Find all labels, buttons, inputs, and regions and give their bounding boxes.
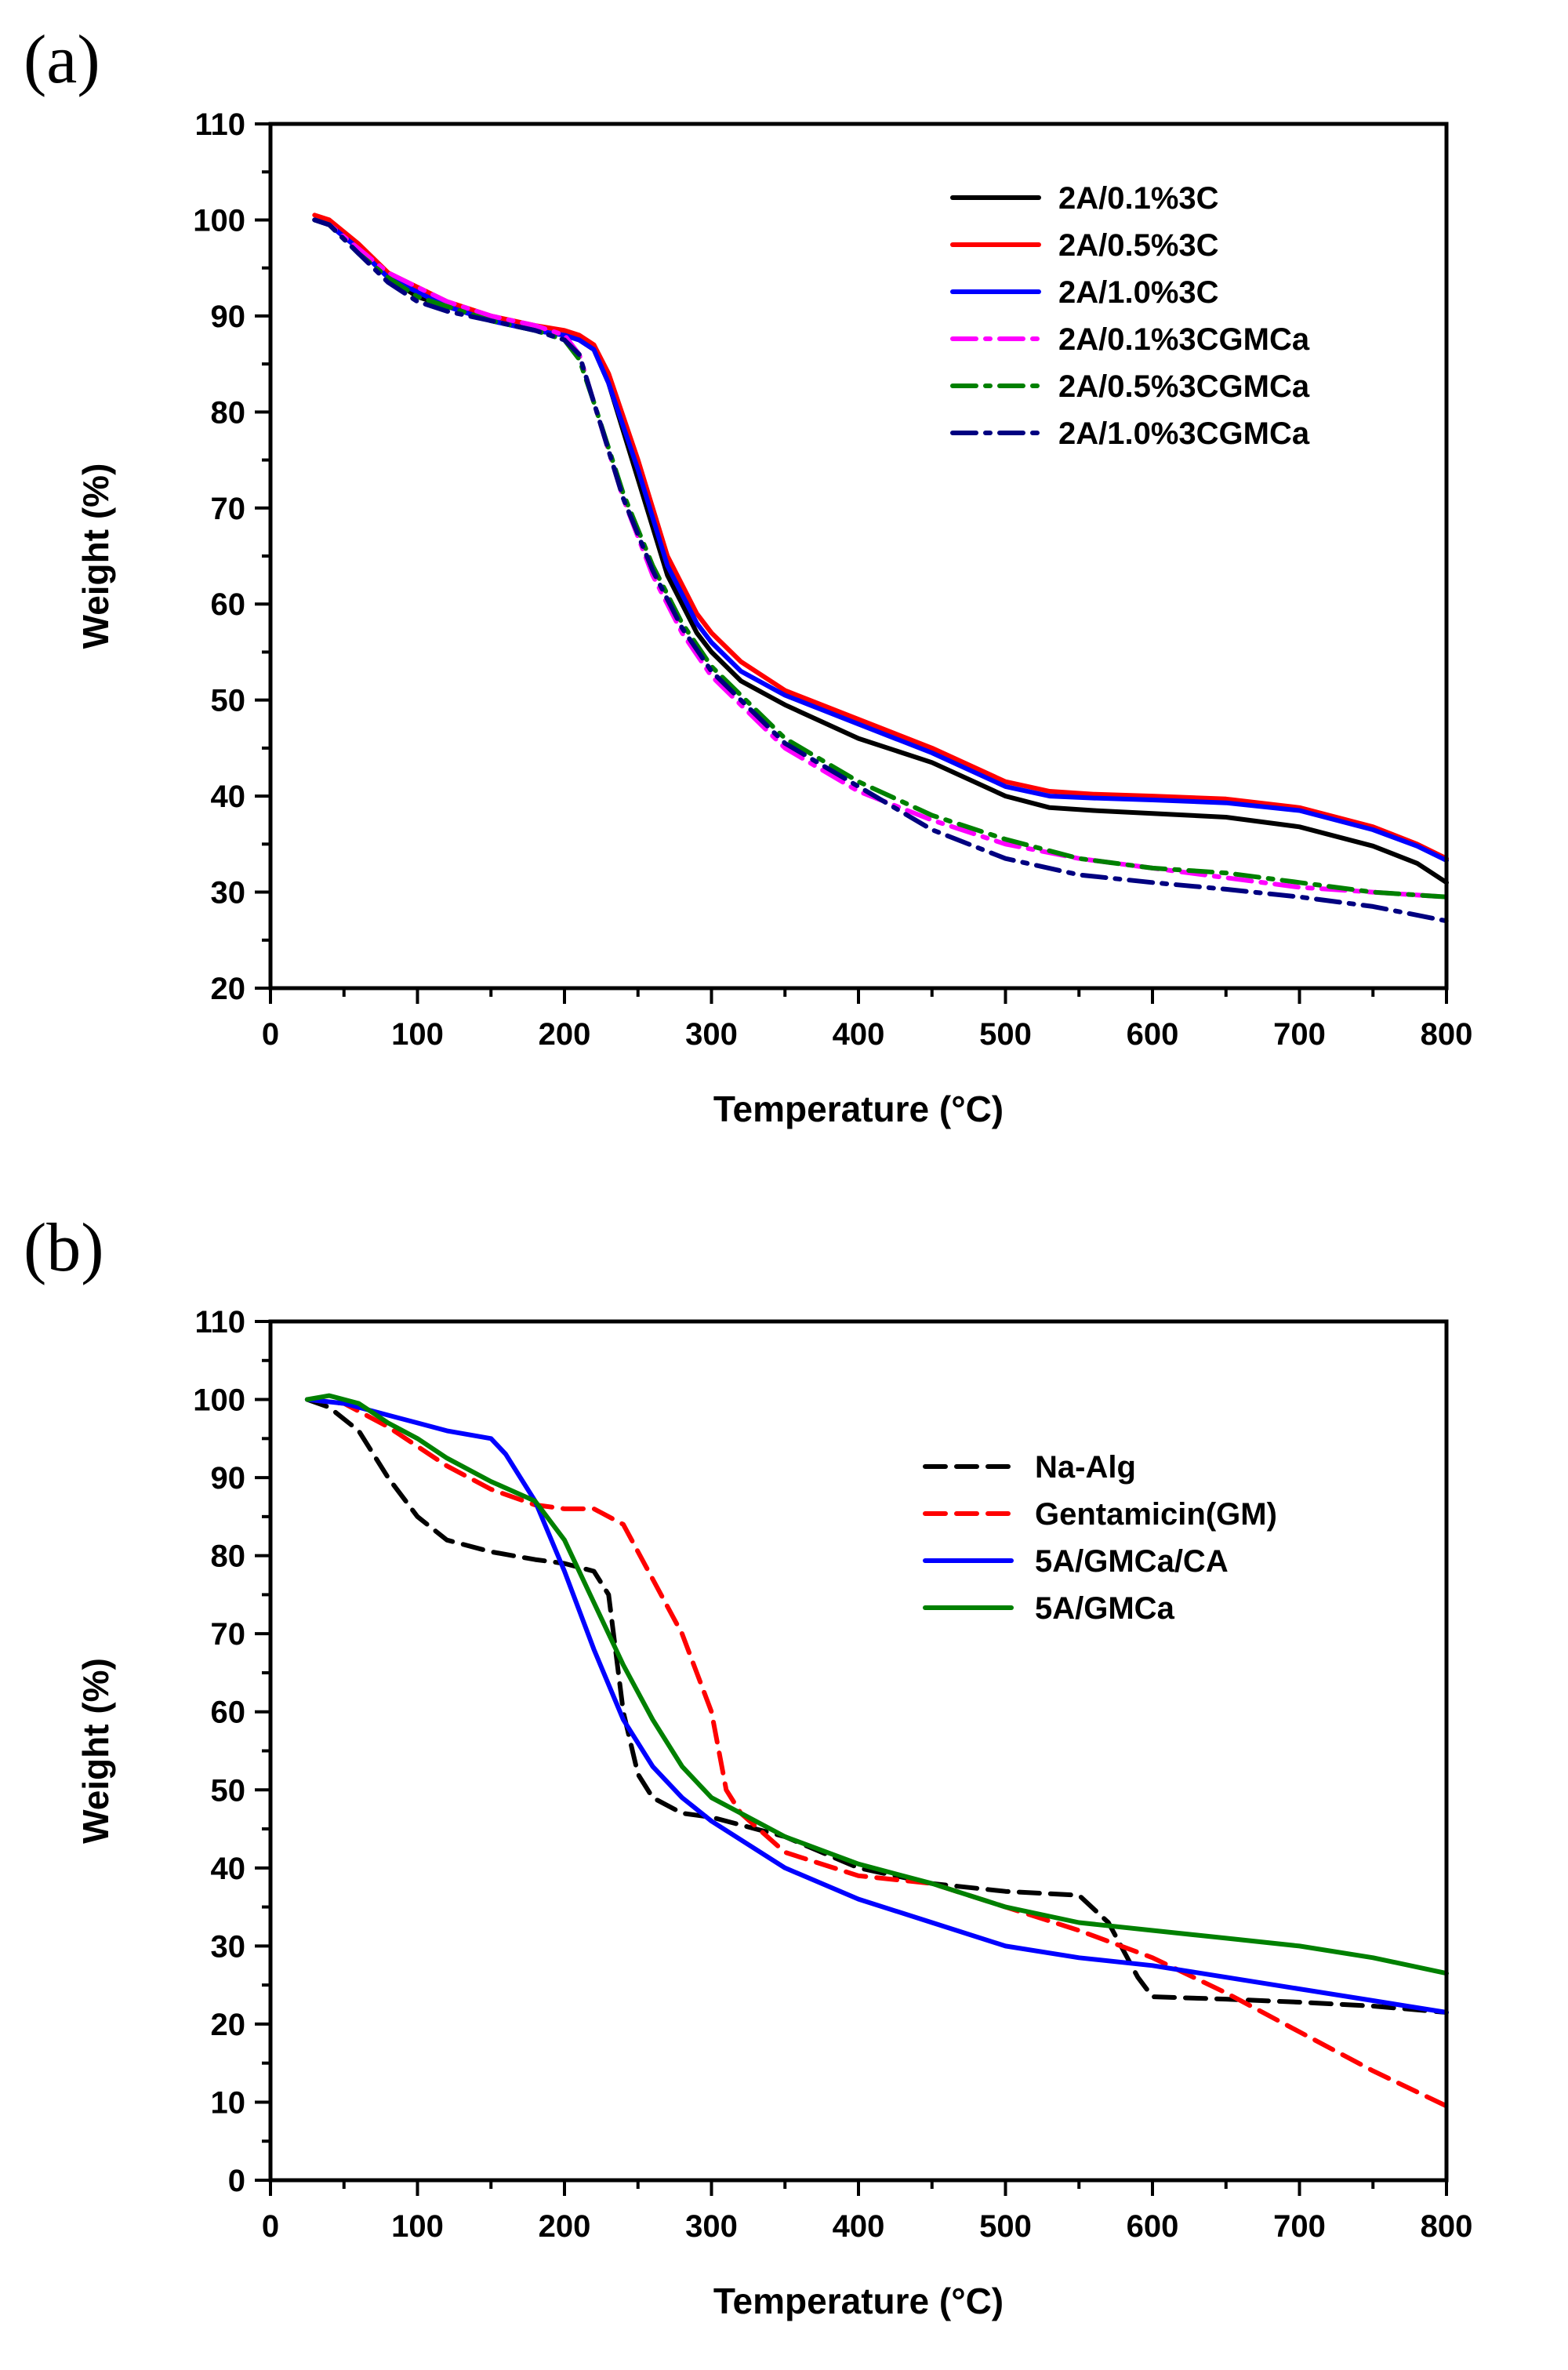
panel-a-series-line-5 xyxy=(312,217,1449,900)
panel-a-y-tick-label: 30 xyxy=(211,876,246,911)
panel-a-y-tick-label: 100 xyxy=(193,203,245,238)
panel-b-x-tick-label: 700 xyxy=(1273,2209,1326,2244)
panel-b-series-line-1 xyxy=(304,1397,1449,2015)
panel-a-x-tick-label: 200 xyxy=(539,1017,591,1052)
panel-a-legend-label-3: 2A/1.0%3C xyxy=(1058,275,1219,310)
panel-b-series-line-2 xyxy=(304,1397,1449,2109)
panel-b-y-tick-label: 50 xyxy=(211,1773,246,1808)
panel-b-plot-frame xyxy=(268,1319,1449,2183)
panel-b-label: (b) xyxy=(24,1210,104,1286)
panel-b-legend-label-1: Na-Alg xyxy=(1035,1450,1136,1485)
panel-b-x-tick-label: 100 xyxy=(391,2209,444,2244)
panel-a-x-tick-label: 400 xyxy=(833,1017,885,1052)
panel-b-y-tick-label: 40 xyxy=(211,1852,246,1886)
panel-b-y-tick-label: 110 xyxy=(194,1305,245,1339)
panel-b-y-tick-label: 60 xyxy=(211,1696,246,1730)
panel-a-plot: 0 100 200 300 400 500 600 700 800 20 30 40 50 60 70 80 9… xyxy=(75,107,1472,1129)
panel-a-legend-label-5: 2A/0.5%3CGMCa xyxy=(1058,369,1310,404)
panel-b-x-tick-label: 800 xyxy=(1421,2209,1473,2244)
panel-b-y-tick-label: 20 xyxy=(211,2008,246,2042)
panel-a-series-line-6 xyxy=(312,217,1449,924)
panel-b-x-tick-label: 600 xyxy=(1127,2209,1179,2244)
panel-a-plot-frame xyxy=(268,122,1449,991)
panel-a-y-tick-label: 70 xyxy=(211,492,246,526)
panel-b-x-axis-title: Temperature (°C) xyxy=(713,2281,1004,2321)
panel-a-legend-label-6: 2A/1.0%3CGMCa xyxy=(1058,416,1310,451)
panel-b-y-tick-label: 100 xyxy=(193,1383,245,1418)
panel-b-y-tick-label: 30 xyxy=(211,1929,246,1964)
panel-a-legend-label-4: 2A/0.1%3CGMCa xyxy=(1058,322,1310,357)
panel-b-y-axis-title: Weight (%) xyxy=(75,1658,116,1844)
panel-a-y-tick-label: 90 xyxy=(211,300,246,334)
panel-b-y-tick-label: 90 xyxy=(211,1461,246,1496)
panel-a-legend-label-2: 2A/0.5%3C xyxy=(1058,228,1219,263)
panel-b-y-tick-label: 80 xyxy=(211,1539,246,1574)
panel-a-y-tick-label: 60 xyxy=(211,587,246,622)
panel-b-x-tick-label: 400 xyxy=(833,2209,885,2244)
panel-b-x-tick-label: 200 xyxy=(539,2209,591,2244)
panel-b-y-tick-label: 10 xyxy=(211,2085,246,2120)
panel-a-y-tick-label: 20 xyxy=(211,972,246,1006)
panel-a-x-tick-label: 600 xyxy=(1127,1017,1179,1052)
panel-a-y-axis-title: Weight (%) xyxy=(75,463,116,649)
panel-a: (a) 0 100 200 300 400 500 600 700 800 20 30 40 50 60 7… xyxy=(24,22,1472,1129)
panel-a-x-tick-label: 500 xyxy=(979,1017,1032,1052)
panel-b-legend-label-4: 5A/GMCa xyxy=(1035,1591,1175,1626)
panel-a-legend-label-1: 2A/0.1%3C xyxy=(1058,181,1219,216)
panel-b: (b) 0 100 200 300 400 500 600 700 800 0 10 20 30 40 50… xyxy=(24,1210,1472,2321)
panel-a-x-axis-title: Temperature (°C) xyxy=(713,1089,1004,1129)
panel-a-x-tick-label: 0 xyxy=(262,1017,279,1052)
panel-a-y-tick-label: 80 xyxy=(211,395,246,430)
panel-a-x-tick-label: 300 xyxy=(685,1017,738,1052)
panel-b-legend-label-2: Gentamicin(GM) xyxy=(1035,1497,1277,1532)
panel-b-plot: 0 100 200 300 400 500 600 700 800 0 10 20 30 40 50 60 70… xyxy=(75,1305,1472,2321)
panel-a-x-tick-label: 700 xyxy=(1273,1017,1326,1052)
panel-b-y-tick-label: 70 xyxy=(211,1617,246,1652)
panel-b-y-tick-label: 0 xyxy=(228,2164,245,2198)
panel-a-x-tick-label: 800 xyxy=(1421,1017,1473,1052)
panel-a-label: (a) xyxy=(24,22,100,98)
panel-a-x-tick-label: 100 xyxy=(391,1017,444,1052)
panel-b-x-tick-label: 0 xyxy=(262,2209,279,2244)
panel-b-legend-label-3: 5A/GMCa/CA xyxy=(1035,1544,1229,1579)
panel-b-x-tick-label: 300 xyxy=(685,2209,738,2244)
panel-a-y-tick-label: 50 xyxy=(211,684,246,718)
panel-a-y-tick-label: 40 xyxy=(211,780,246,814)
panel-b-series-line-3 xyxy=(304,1397,1449,2015)
panel-b-series-line-4 xyxy=(304,1393,1449,1976)
panel-b-x-tick-label: 500 xyxy=(979,2209,1032,2244)
panel-a-y-tick-label: 110 xyxy=(194,107,245,142)
